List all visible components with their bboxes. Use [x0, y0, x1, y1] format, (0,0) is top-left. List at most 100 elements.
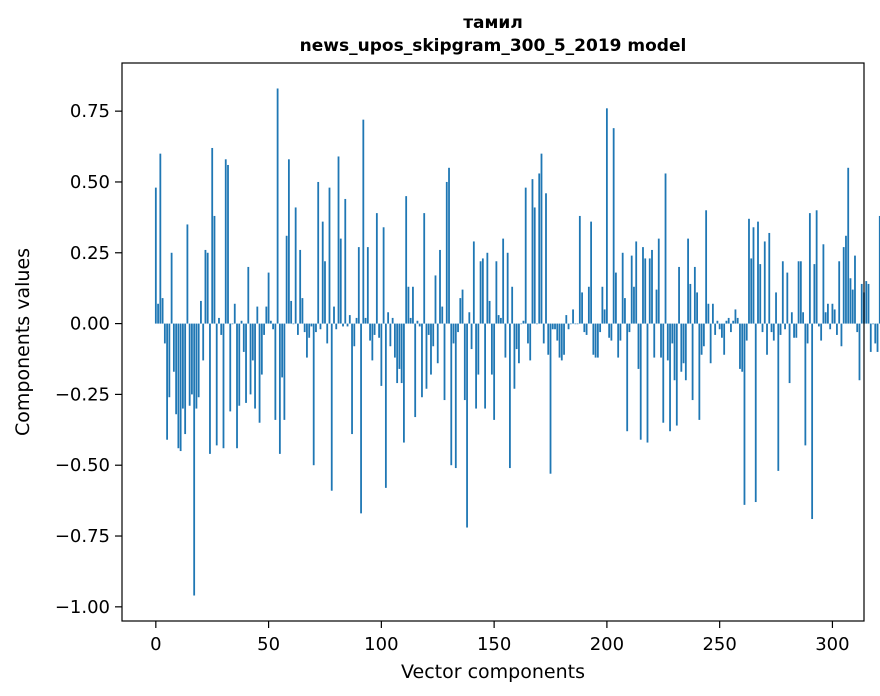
y-tick-label: 0.50 — [70, 172, 110, 193]
bar-0 — [154, 187, 157, 324]
x-axis-ticks: 0 50 100 150 200 250 300 — [150, 621, 850, 655]
bar-87 — [351, 323, 353, 435]
bar-51 — [269, 320, 272, 324]
y-tick-label: 0.75 — [70, 101, 110, 122]
bar-42 — [249, 323, 252, 395]
bar-14 — [186, 224, 189, 324]
bar-152 — [497, 315, 500, 324]
bar-116 — [416, 320, 419, 324]
bar-131 — [450, 323, 453, 466]
bar-235 — [684, 323, 687, 381]
bar-216 — [642, 247, 644, 324]
bar-164 — [524, 187, 527, 324]
bar-212 — [633, 286, 635, 324]
bar-226 — [664, 173, 667, 324]
bar-266 — [754, 323, 757, 503]
bar-194 — [592, 323, 595, 355]
bar-207 — [621, 252, 624, 324]
bar-113 — [409, 317, 412, 324]
bar-248 — [714, 323, 717, 335]
bar-193 — [590, 221, 592, 324]
bar-35 — [233, 303, 236, 324]
bar-270 — [763, 241, 766, 324]
bar-261 — [743, 323, 746, 505]
bar-43 — [251, 323, 254, 361]
bar-34 — [231, 323, 234, 325]
bar-26 — [213, 215, 216, 324]
chart-subtitle: news_upos_skipgram_300_5_2019 model — [300, 36, 687, 56]
bar-315 — [865, 281, 868, 324]
bar-250 — [718, 323, 721, 330]
bar-182 — [565, 315, 568, 324]
bar-277 — [779, 323, 782, 335]
y-tick-label: 0.00 — [70, 314, 110, 335]
bar-143 — [477, 323, 480, 375]
bar-279 — [784, 323, 786, 330]
bar-146 — [484, 323, 486, 409]
bar-157 — [509, 323, 511, 469]
bar-269 — [761, 323, 764, 333]
bar-271 — [766, 323, 768, 355]
bar-12 — [181, 323, 184, 409]
bar-275 — [775, 292, 777, 324]
bar-104 — [389, 323, 392, 347]
bar-121 — [427, 323, 430, 335]
bar-8 — [172, 323, 175, 372]
bar-120 — [425, 323, 428, 389]
bar-177 — [554, 323, 556, 330]
bar-320 — [876, 323, 879, 352]
bar-142 — [475, 323, 477, 409]
bar-130 — [448, 167, 450, 324]
bar-23 — [206, 252, 209, 324]
bar-58 — [285, 235, 288, 324]
bar-166 — [529, 323, 532, 361]
bar-71 — [315, 323, 317, 333]
bar-168 — [533, 207, 536, 324]
bar-169 — [536, 323, 538, 325]
bar-283 — [793, 323, 795, 338]
x-tick-label: 150 — [477, 634, 511, 655]
bar-240 — [696, 292, 698, 324]
bar-37 — [238, 323, 241, 406]
bar-190 — [583, 323, 586, 333]
bar-258 — [736, 317, 739, 324]
bar-10 — [177, 323, 180, 449]
bar-20 — [200, 300, 202, 324]
bar-52 — [272, 323, 274, 330]
bar-244 — [705, 210, 708, 324]
bar-176 — [551, 323, 554, 330]
bar-188 — [578, 215, 581, 324]
bar-161 — [518, 323, 520, 364]
bar-60 — [290, 300, 293, 324]
bar-218 — [646, 323, 649, 443]
bar-69 — [310, 323, 313, 327]
bar-265 — [752, 227, 755, 324]
bar-15 — [188, 323, 191, 406]
bar-232 — [678, 266, 680, 324]
bar-64 — [299, 249, 302, 324]
bar-268 — [759, 264, 762, 324]
bar-55 — [278, 323, 281, 454]
bar-254 — [727, 317, 730, 324]
bar-311 — [856, 323, 859, 333]
bar-171 — [540, 153, 543, 324]
bar-83 — [342, 323, 344, 327]
bar-302 — [836, 323, 838, 335]
bar-162 — [520, 323, 523, 325]
bar-286 — [799, 261, 802, 324]
x-tick-label: 50 — [257, 634, 280, 655]
bar-134 — [457, 323, 459, 333]
bar-215 — [639, 323, 642, 440]
x-tick-label: 250 — [702, 634, 736, 655]
bar-150 — [493, 323, 496, 420]
bar-263 — [748, 218, 750, 324]
bar-196 — [596, 323, 599, 358]
bar-158 — [511, 286, 514, 324]
bar-230 — [673, 323, 676, 381]
bar-237 — [689, 283, 692, 324]
bar-98 — [375, 213, 378, 324]
bar-306 — [845, 235, 847, 324]
bar-144 — [479, 261, 482, 324]
bar-201 — [608, 323, 611, 338]
bar-115 — [414, 323, 417, 418]
